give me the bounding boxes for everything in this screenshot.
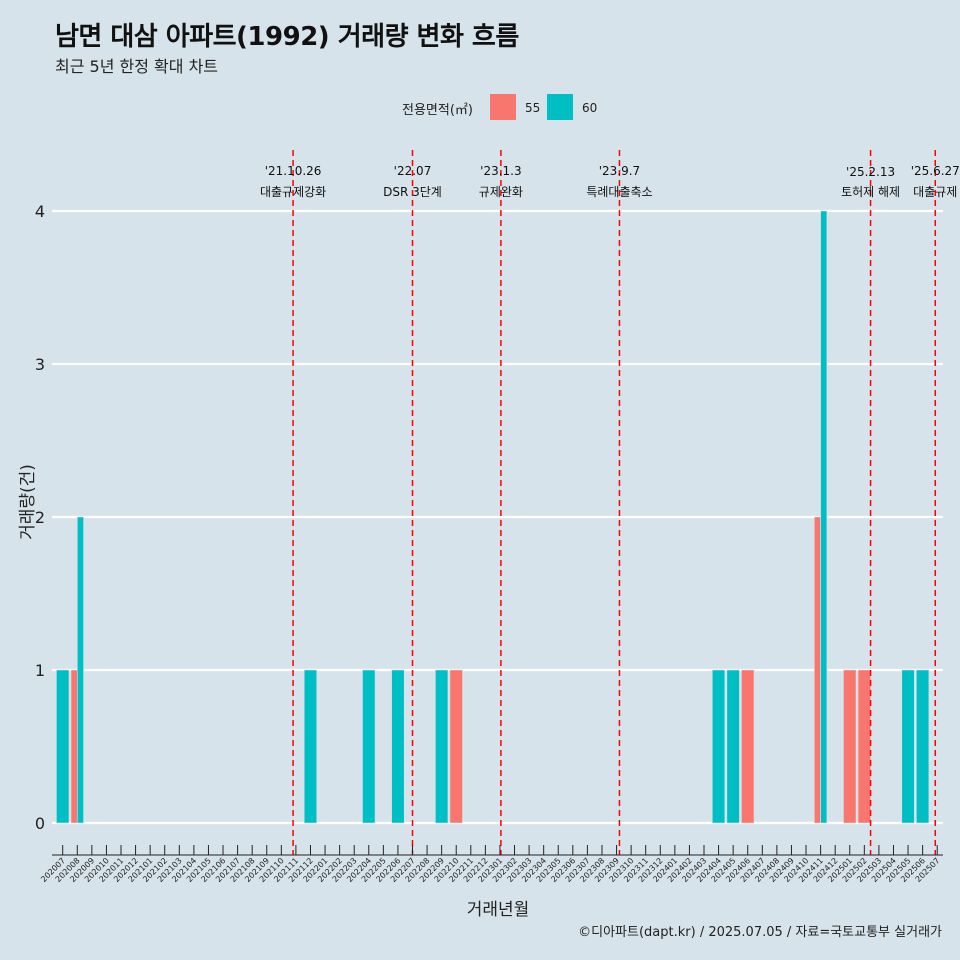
bar-202008-55 xyxy=(70,669,78,824)
y-axis-ticks: 0 1 2 3 4 xyxy=(35,202,45,833)
bar-202007-60 xyxy=(56,669,70,824)
y-axis-title: 거래량(건) xyxy=(18,464,38,540)
annotation-date: '25.2.13 xyxy=(846,165,895,179)
bar-202406-55 xyxy=(741,669,755,824)
annotation-text: 대출규제강화 xyxy=(260,185,326,199)
legend: 전용면적(㎡) 55 60 xyxy=(0,94,960,122)
y-tick-label: 2 xyxy=(35,508,45,527)
bar-202112-60 xyxy=(303,669,318,824)
legend-swatch-60 xyxy=(547,94,573,120)
annotation-date: '25.6.27 xyxy=(911,164,960,178)
bar-202502-55 xyxy=(857,669,871,824)
legend-label-60: 60 xyxy=(582,101,598,115)
bar-202204-60 xyxy=(362,669,376,824)
annotation-labels: '21.10.26 대출규제강화 '22.07 DSR 3단계 '23.1.3 규제완화 '… xyxy=(260,164,960,199)
legend-label-55: 55 xyxy=(525,101,541,115)
annotation-lines xyxy=(292,150,937,855)
bar-202411-60 xyxy=(820,210,828,824)
annotation-date: '23.1.3 xyxy=(480,164,521,178)
bar-202209-60 xyxy=(435,669,449,824)
bar-202506-60 xyxy=(916,669,930,824)
bar-202411-55 xyxy=(813,516,821,824)
y-tick-label: 0 xyxy=(35,814,45,833)
x-axis-title: 거래년월 xyxy=(467,900,530,920)
bar-202405-60 xyxy=(726,669,740,824)
grid-lines xyxy=(52,209,943,825)
chart-subtitle: 최근 5년 한정 확대 차트 xyxy=(55,57,219,76)
x-axis: 2020072020082020092020102020112020122021… xyxy=(39,845,943,884)
annotation-text: 대출규제 xyxy=(913,185,957,199)
legend-title: 전용면적(㎡) xyxy=(402,103,473,118)
bar-202505-60 xyxy=(901,669,915,824)
bar-202206-60 xyxy=(391,669,405,824)
y-tick-label: 1 xyxy=(35,661,45,680)
annotation-text: 규제완화 xyxy=(479,185,523,199)
chart-title: 남면 대삼 아파트(1992) 거래량 변화 흐름 xyxy=(55,22,519,52)
annotation-date: '23.9.7 xyxy=(599,164,640,178)
annotation-text: 특례대출축소 xyxy=(586,185,652,199)
y-tick-label: 4 xyxy=(35,202,45,221)
bar-202210-55 xyxy=(449,669,463,824)
annotation-text: DSR 3단계 xyxy=(383,185,442,199)
bar-series xyxy=(56,210,930,824)
annotation-text: 토허제 해제 xyxy=(841,185,900,199)
annotation-date: '21.10.26 xyxy=(265,164,322,178)
annotation-date: '22.07 xyxy=(394,164,432,178)
legend-swatch-55 xyxy=(490,94,516,120)
bar-202501-55 xyxy=(843,669,857,824)
source-caption: ©디아파트(dapt.kr) / 2025.07.05 / 자료=국토교통부 실… xyxy=(578,925,942,940)
bar-202008-60 xyxy=(76,516,84,824)
y-tick-label: 3 xyxy=(35,355,45,374)
bar-202404-60 xyxy=(711,669,726,824)
